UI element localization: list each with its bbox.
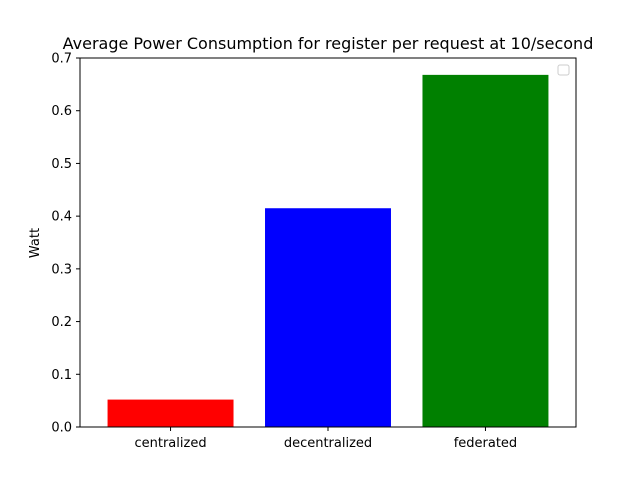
y-tick-label: 0.7 <box>51 52 72 67</box>
x-tick-label-centralized: centralized <box>134 436 206 451</box>
y-tick-label: 0.4 <box>51 210 72 225</box>
y-tick-label: 0.6 <box>51 104 72 119</box>
x-tick-label-decentralized: decentralized <box>284 436 372 451</box>
y-tick-label: 0.2 <box>51 315 72 330</box>
plot-area: 0.0 0.1 0.2 0.3 0.4 0.5 0.6 0.7 centralized decen… <box>51 52 577 451</box>
y-axis-label: Watt <box>28 228 43 258</box>
y-tick-label: 0.5 <box>51 157 72 172</box>
y-tick-label: 0.0 <box>51 421 72 436</box>
legend-box <box>557 64 570 76</box>
y-tick-label: 0.3 <box>51 262 72 277</box>
bar-centralized <box>107 399 234 427</box>
y-tick-label: 0.1 <box>51 368 72 383</box>
x-tick-label-federated: federated <box>454 436 517 451</box>
chart-title: Average Power Consumption for register p… <box>63 34 594 53</box>
bar-federated <box>422 74 549 428</box>
bar-decentralized <box>265 208 391 427</box>
